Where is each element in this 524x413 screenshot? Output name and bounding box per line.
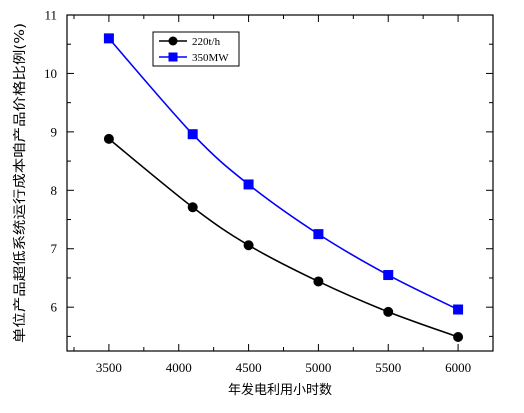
data-point [187,202,198,213]
x-axis-title: 年发电利用小时数 [228,382,332,398]
y-axis-title: 单位产品超低系统运行成本咱产品价格比例(%) [12,23,28,343]
legend-marker-220 [168,36,178,46]
legend-box [152,31,240,67]
y-tick-labels: 6 7 8 9 10 11 [44,8,58,315]
x-tick-label: 5000 [305,360,331,375]
data-point [383,270,394,281]
x-tick-label: 5500 [375,360,401,375]
x-tick-label: 3500 [96,360,122,375]
data-point [383,306,394,317]
series-line-1 [108,37,459,311]
y-tick-label: 7 [51,241,58,256]
y-tick-label: 9 [51,124,58,139]
legend-label-350: 350MW [192,52,229,64]
series-line-0 [108,138,459,338]
data-point [313,276,324,287]
legend-marker-350 [168,52,178,62]
data-point [187,129,198,140]
data-point [103,133,114,144]
y-tick-label: 10 [44,66,57,81]
y-tick-label: 11 [44,8,57,23]
y-tick-label: 6 [51,300,58,315]
data-point [313,229,324,240]
axis-ticks [67,14,494,351]
data-point [453,331,464,342]
data-point [453,304,464,315]
data-point [103,33,114,44]
data-point [243,179,254,190]
plot-frame [66,14,494,352]
x-tick-label: 4000 [166,360,192,375]
x-tick-label: 4500 [236,360,262,375]
series-group [103,33,464,342]
y-tick-label: 8 [51,183,58,198]
x-tick-label: 6000 [445,360,471,375]
x-tick-labels: 3500 4000 4500 5000 5500 6000 [96,360,471,375]
legend: 220t/h 350MW [152,31,240,67]
data-point [243,240,254,251]
legend-label-220: 220t/h [192,36,221,48]
